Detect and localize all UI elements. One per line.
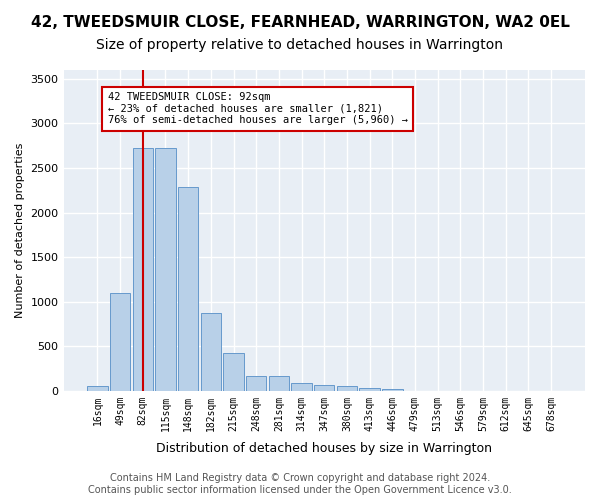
Bar [133,148,153,391]
Bar [246,376,266,391]
Text: 42, TWEEDSMUIR CLOSE, FEARNHEAD, WARRINGTON, WA2 0EL: 42, TWEEDSMUIR CLOSE, FEARNHEAD, WARRING… [31,15,569,30]
Y-axis label: Number of detached properties: Number of detached properties [15,142,25,318]
Bar [314,386,334,391]
Text: Contains HM Land Registry data © Crown copyright and database right 2024.
Contai: Contains HM Land Registry data © Crown c… [88,474,512,495]
Bar [178,186,199,391]
Bar [292,383,312,391]
Bar [155,148,176,391]
Bar [359,388,380,391]
X-axis label: Distribution of detached houses by size in Warrington: Distribution of detached houses by size … [156,442,492,455]
Bar [269,376,289,391]
Text: 42 TWEEDSMUIR CLOSE: 92sqm
← 23% of detached houses are smaller (1,821)
76% of s: 42 TWEEDSMUIR CLOSE: 92sqm ← 23% of deta… [107,92,407,126]
Bar [110,293,130,391]
Text: Size of property relative to detached houses in Warrington: Size of property relative to detached ho… [97,38,503,52]
Bar [382,388,403,391]
Bar [337,386,357,391]
Bar [87,386,107,391]
Bar [223,353,244,391]
Bar [200,314,221,391]
